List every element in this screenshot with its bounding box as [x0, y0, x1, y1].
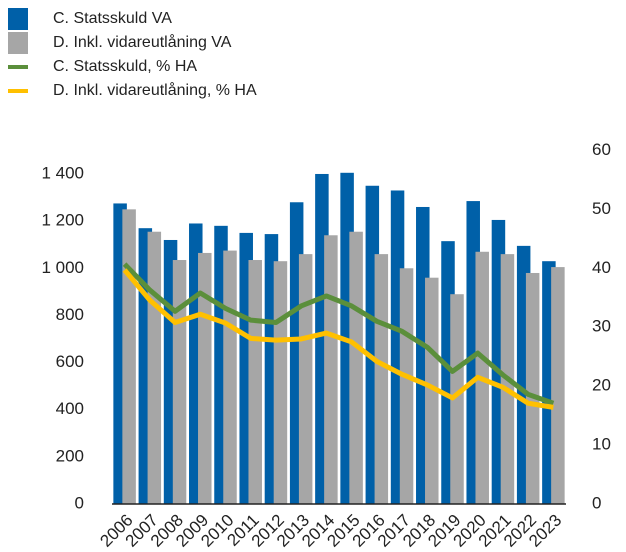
bar — [324, 235, 338, 505]
y2-tick-label: 20 — [592, 376, 611, 395]
y-tick-label: 400 — [56, 399, 84, 418]
legend-swatch — [8, 8, 28, 30]
bar — [551, 267, 565, 504]
y-tick-label: 1 400 — [41, 163, 84, 182]
bar — [223, 250, 237, 504]
bar — [425, 277, 439, 504]
bar — [399, 268, 414, 504]
line — [122, 268, 554, 410]
legend-label: D. Inkl. vidareutlåning, % HA — [53, 81, 257, 99]
legend-swatch — [8, 32, 28, 54]
y-tick-label: 1 200 — [41, 211, 84, 230]
y-tick-label: 0 — [75, 493, 84, 512]
y2-tick-label: 60 — [592, 140, 611, 159]
line — [122, 262, 555, 406]
bar — [298, 254, 313, 504]
y2-tick-label: 0 — [592, 493, 601, 512]
y2-tick-label: 50 — [592, 199, 611, 218]
bar — [273, 261, 288, 504]
y2-tick-label: 40 — [592, 258, 611, 277]
y-tick-label: 1 000 — [41, 258, 84, 277]
bar — [147, 231, 162, 504]
legend-label: C. Statsskuld VA — [53, 10, 172, 27]
y-tick-label: 600 — [56, 352, 84, 371]
bar — [374, 254, 389, 504]
y-tick-label: 800 — [56, 305, 84, 324]
bar — [450, 294, 464, 504]
bar — [248, 260, 262, 504]
bar — [525, 272, 540, 504]
y-tick-label: 200 — [56, 446, 84, 465]
bar — [349, 231, 363, 504]
y2-tick-label: 30 — [592, 317, 611, 336]
y2-tick-label: 10 — [592, 435, 611, 454]
legend-label: C. Statsskuld, % HA — [53, 58, 197, 75]
bar — [172, 260, 187, 504]
legend-label: D. Inkl. vidareutlåning VA — [53, 33, 232, 51]
bar — [122, 209, 136, 505]
